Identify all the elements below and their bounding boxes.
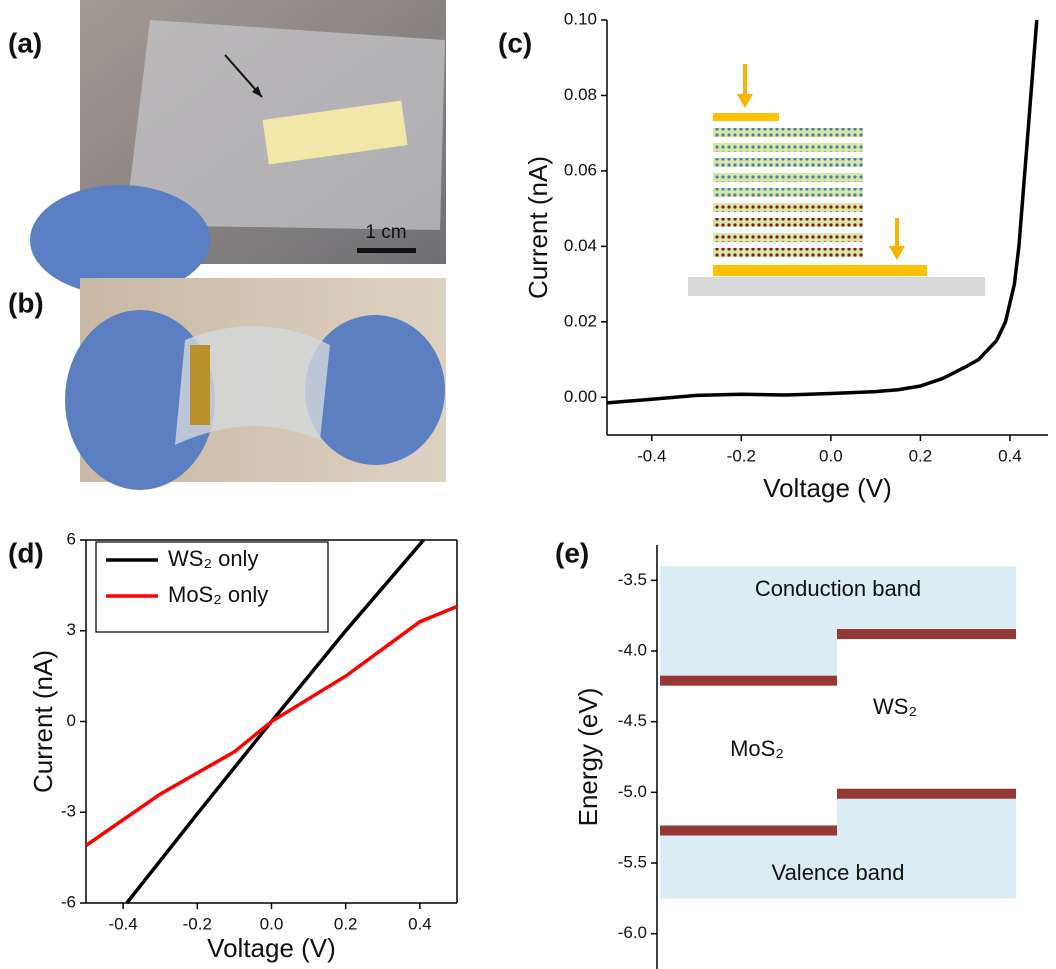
device-schematic	[688, 64, 985, 296]
y-tick-label: 0.00	[564, 387, 597, 406]
y-tick-label: -6	[61, 892, 76, 911]
x-tick-label: 0.4	[998, 446, 1022, 465]
legend-label: MoS₂ only	[168, 582, 268, 607]
x-tick-label: -0.4	[108, 914, 137, 933]
panel-label: (d)	[8, 537, 44, 568]
y-tick-label: 0.02	[564, 311, 597, 330]
x-tick-label: 0.2	[334, 914, 358, 933]
y-tick-label: 3	[67, 620, 76, 639]
cb-edge	[837, 629, 1016, 639]
panel-label: (b)	[8, 287, 44, 318]
panel-label: (c)	[498, 27, 532, 58]
y-tick-label: 0.08	[564, 85, 597, 104]
material-label: MoS₂	[730, 736, 784, 761]
x-tick-label: 0.0	[819, 446, 843, 465]
y-tick-label: 0.06	[564, 160, 597, 179]
y-axis-label: Current (nA)	[28, 650, 58, 793]
x-axis-label: Voltage (V)	[763, 473, 892, 503]
photo-b	[65, 278, 446, 490]
x-tick-label: -0.2	[183, 914, 212, 933]
figure: 1 cm (a) (b) (c)0.000.020.040.060.080.10…	[0, 0, 1056, 969]
scale-bar-label: 1 cm	[365, 222, 406, 243]
data-line	[86, 607, 457, 846]
x-tick-label: -0.4	[637, 446, 666, 465]
cb-edge	[660, 676, 837, 686]
y-tick-label: -3.5	[618, 570, 647, 589]
x-tick-label: -0.2	[727, 446, 756, 465]
y-tick-label: 0	[67, 711, 76, 730]
vb-edge	[660, 825, 837, 835]
photo-a: 1 cm	[30, 0, 446, 295]
y-axis-label: Energy (eV)	[573, 688, 603, 827]
legend-label: WS₂ only	[168, 546, 258, 571]
x-axis-label: Voltage (V)	[207, 933, 336, 963]
x-tick-label: 0.4	[408, 914, 432, 933]
band-label: Valence band	[772, 860, 905, 885]
y-tick-label: -5.5	[618, 852, 647, 871]
material-label: WS₂	[873, 694, 917, 719]
panel-label: (e)	[555, 537, 589, 568]
x-tick-label: 0.2	[909, 446, 933, 465]
x-tick-label: 0.0	[260, 914, 284, 933]
y-tick-label: 6	[67, 529, 76, 548]
y-tick-label: -6.0	[618, 923, 647, 942]
panel-label: (a)	[8, 27, 42, 58]
y-tick-label: 0.10	[564, 9, 597, 28]
y-tick-label: -4.0	[618, 640, 647, 659]
y-tick-label: -4.5	[618, 711, 647, 730]
page: 1 cm (a) (b) (c)0.000.020.040.060.080.10…	[0, 0, 1056, 969]
y-axis-label: Current (nA)	[523, 156, 553, 299]
vb-edge	[837, 789, 1016, 799]
y-tick-label: 0.04	[564, 236, 597, 255]
y-tick-label: -3	[61, 802, 76, 821]
band-label: Conduction band	[755, 576, 921, 601]
y-tick-label: -5.0	[618, 782, 647, 801]
